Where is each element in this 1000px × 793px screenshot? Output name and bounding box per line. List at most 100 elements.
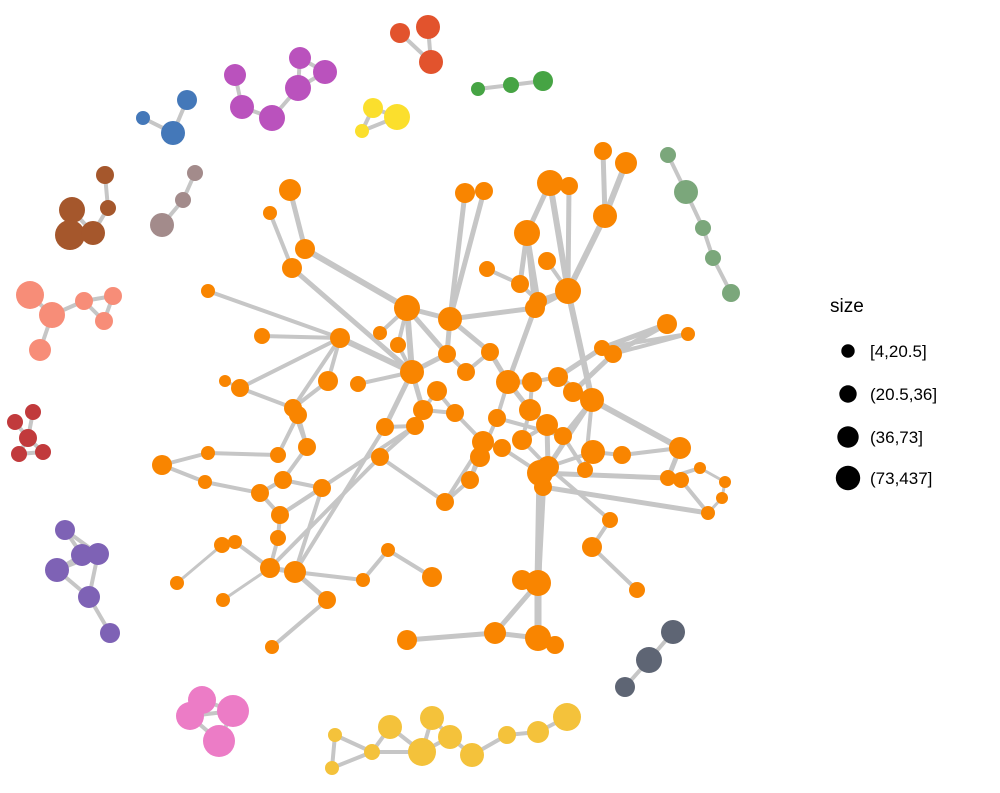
- component-gold-bottom: [325, 703, 581, 775]
- graph-node: [228, 535, 242, 549]
- graph-node: [100, 623, 120, 643]
- graph-node: [719, 476, 731, 488]
- graph-edge: [260, 334, 342, 340]
- component-giant-orange: [152, 142, 731, 654]
- graph-node: [511, 275, 529, 293]
- graph-node: [716, 492, 728, 504]
- graph-node: [493, 439, 511, 457]
- graph-node: [201, 446, 215, 460]
- graph-node: [216, 593, 230, 607]
- graph-node: [25, 404, 41, 420]
- graph-node: [538, 252, 556, 270]
- graph-node: [373, 326, 387, 340]
- graph-edge: [611, 332, 690, 356]
- graph-node: [519, 399, 541, 421]
- graph-edge: [378, 455, 447, 504]
- graph-edge: [206, 451, 280, 457]
- graph-node: [470, 447, 490, 467]
- graph-node: [39, 302, 65, 328]
- graph-node: [318, 371, 338, 391]
- graph-node: [270, 447, 286, 463]
- graph-node: [479, 261, 495, 277]
- graph-node: [406, 417, 424, 435]
- graph-node: [496, 370, 520, 394]
- graph-node: [87, 543, 109, 565]
- graph-node: [581, 440, 605, 464]
- graph-node: [75, 292, 93, 310]
- graph-edge: [590, 545, 639, 592]
- graph-edge: [589, 397, 683, 451]
- graph-node: [674, 180, 698, 204]
- component-darkseagreen: [660, 147, 740, 302]
- graph-edge: [206, 289, 342, 340]
- graph-node: [512, 430, 532, 450]
- graph-node: [251, 484, 269, 502]
- graph-edge: [293, 486, 324, 574]
- component-tomato-top: [390, 15, 443, 74]
- graph-node: [152, 455, 172, 475]
- legend: size [4,20.5] (20.5,36] (36,73] (73,437]: [830, 296, 937, 491]
- graph-node: [289, 406, 307, 424]
- graph-node: [438, 345, 456, 363]
- graph-node: [577, 462, 593, 478]
- graph-node: [522, 372, 542, 392]
- graph-node: [660, 470, 676, 486]
- graph-node: [187, 165, 203, 181]
- graph-node: [438, 307, 462, 331]
- graph-node: [35, 444, 51, 460]
- graph-edge: [238, 386, 295, 410]
- graph-node: [7, 414, 23, 430]
- graph-node: [553, 703, 581, 731]
- component-steelblue: [136, 90, 197, 145]
- graph-node: [271, 506, 289, 524]
- graph-node: [484, 622, 506, 644]
- component-salmon: [16, 281, 122, 361]
- graph-node: [554, 427, 572, 445]
- graph-node: [150, 213, 174, 237]
- component-mediumpurple: [45, 520, 120, 643]
- graph-edge: [447, 190, 468, 322]
- graph-edge: [610, 321, 670, 357]
- graph-node: [364, 744, 380, 760]
- graph-node: [170, 576, 184, 590]
- graph-node: [604, 345, 622, 363]
- graph-node: [390, 337, 406, 353]
- graph-node: [390, 23, 410, 43]
- graph-node: [669, 437, 691, 459]
- graph-edge: [404, 630, 498, 643]
- graph-edge: [565, 288, 595, 403]
- graph-node: [446, 404, 464, 422]
- graph-edge: [505, 305, 538, 385]
- graph-node: [45, 558, 69, 582]
- component-firebrick: [7, 404, 51, 462]
- legend-label: (36,73]: [870, 428, 923, 447]
- graph-node: [694, 462, 706, 474]
- graph-node: [263, 206, 277, 220]
- graph-node: [582, 537, 602, 557]
- graph-node: [420, 706, 444, 730]
- graph-node: [198, 475, 212, 489]
- graph-node: [19, 429, 37, 447]
- graph-edge: [302, 246, 410, 311]
- graph-node: [217, 695, 249, 727]
- component-slategray: [615, 620, 685, 697]
- graph-edge: [547, 180, 571, 294]
- graph-node: [602, 512, 618, 528]
- graph-node: [363, 98, 383, 118]
- graph-node: [661, 620, 685, 644]
- graph-node: [356, 573, 370, 587]
- graph-node: [394, 295, 420, 321]
- graph-node: [397, 630, 417, 650]
- graph-node: [71, 544, 93, 566]
- graph-node: [593, 204, 617, 228]
- graph-node: [100, 200, 116, 216]
- component-yellow-top: [355, 98, 410, 138]
- graph-node: [274, 471, 292, 489]
- graph-node: [438, 725, 462, 749]
- graph-edge: [270, 598, 329, 649]
- graph-node: [514, 220, 540, 246]
- graph-edge: [203, 480, 262, 495]
- graph-node: [55, 520, 75, 540]
- graph-node: [328, 728, 342, 742]
